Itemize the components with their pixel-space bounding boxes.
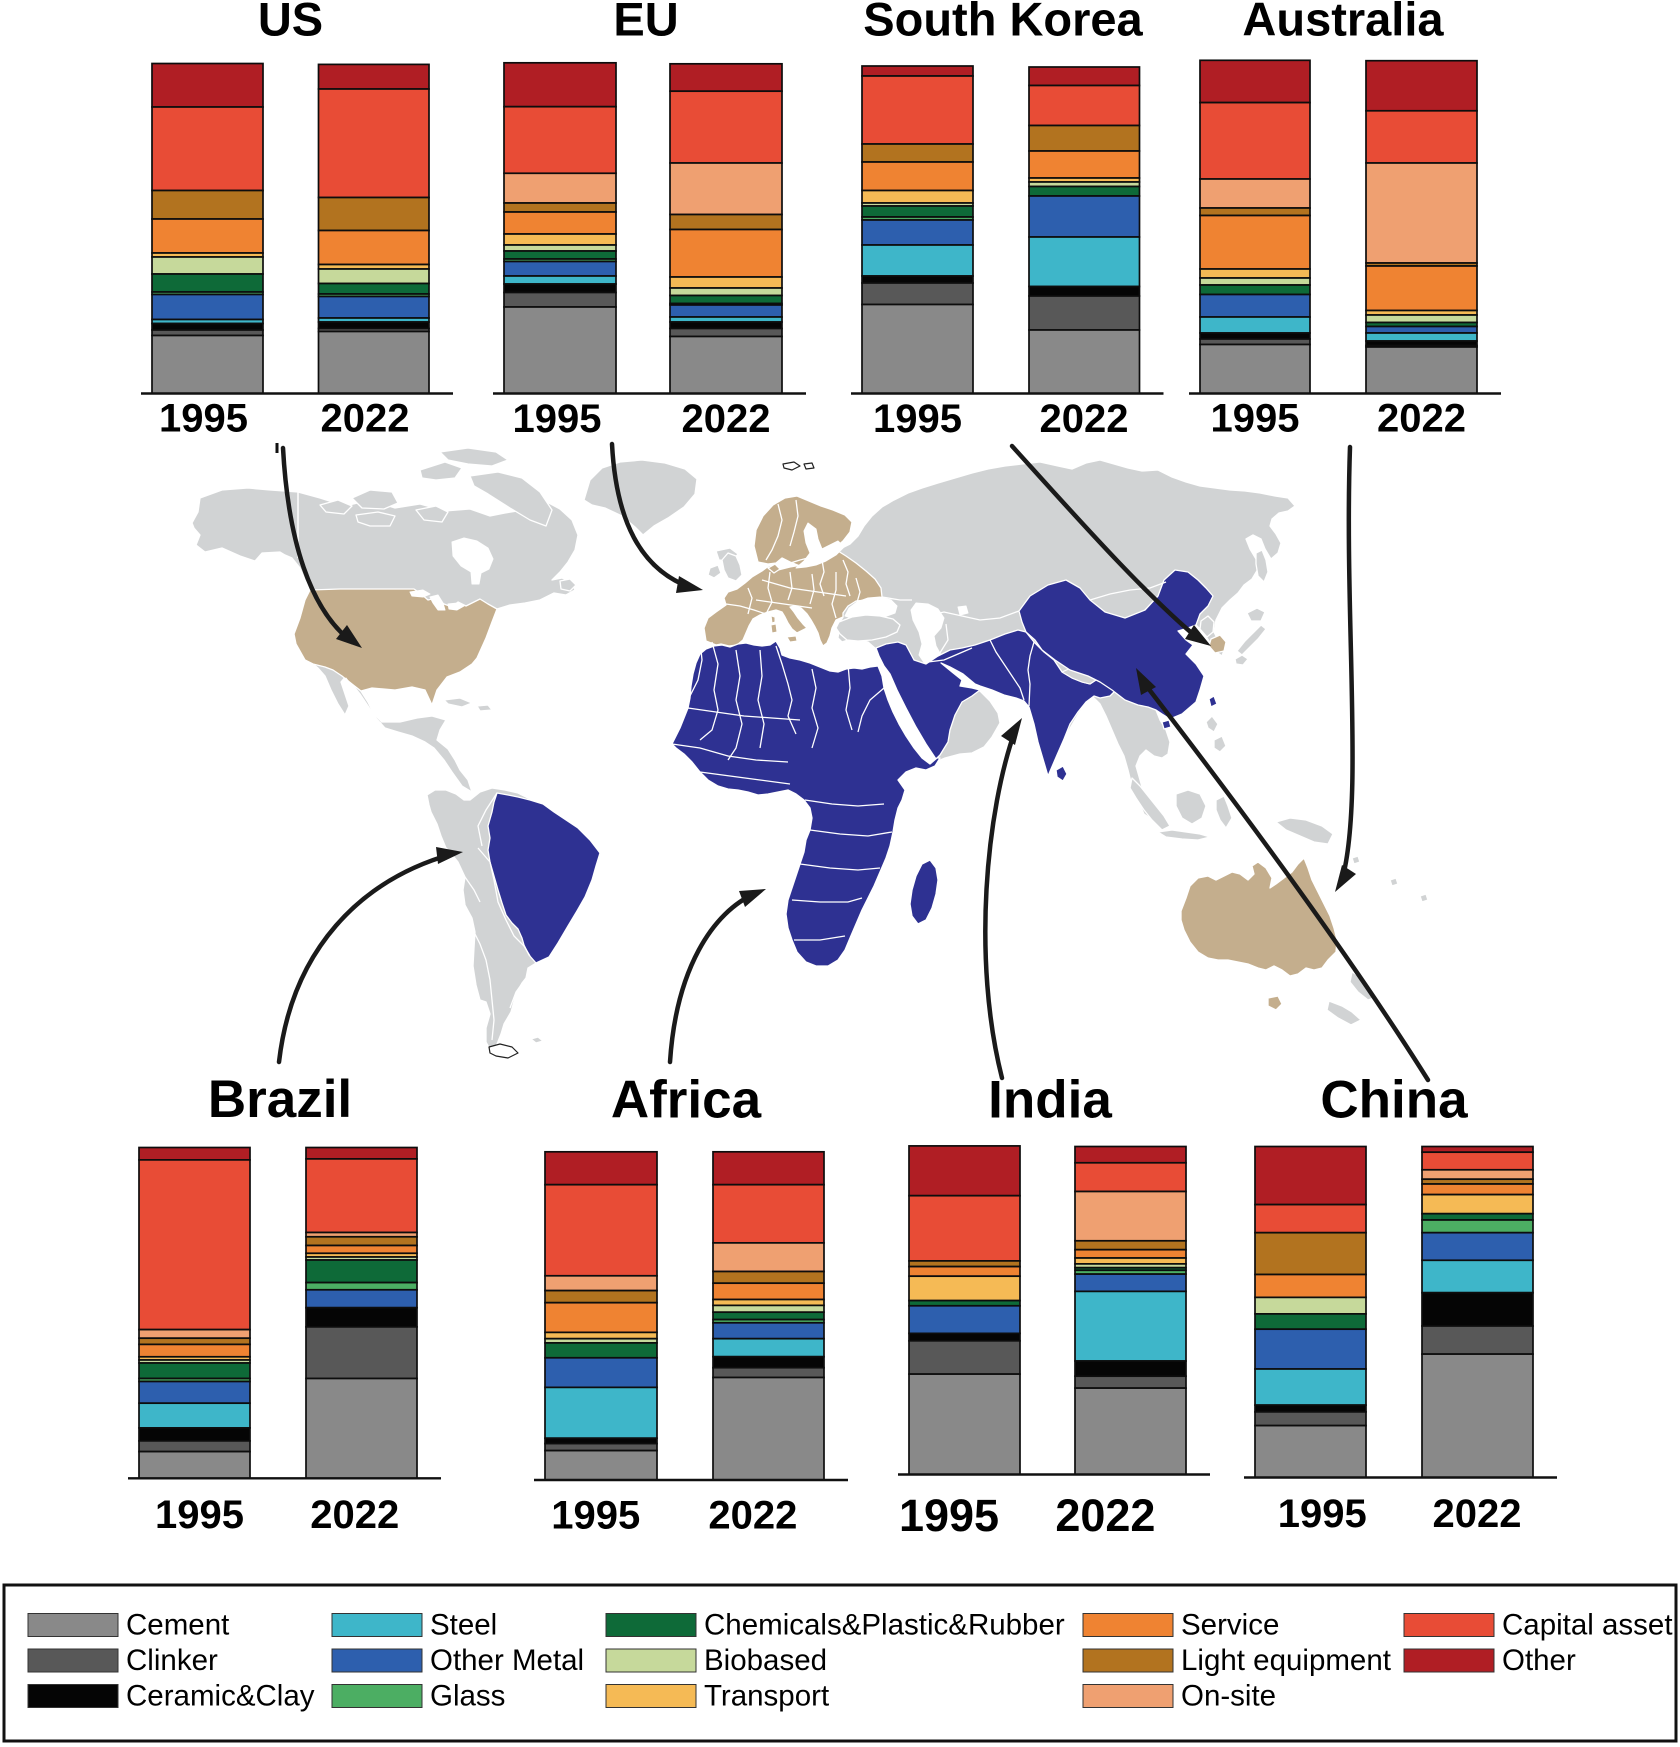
svg-text:2022: 2022 xyxy=(682,397,771,441)
svg-text:Africa: Africa xyxy=(611,1071,762,1130)
svg-text:Biobased: Biobased xyxy=(704,1644,827,1677)
svg-text:Other Metal: Other Metal xyxy=(430,1644,584,1677)
svg-text:Other: Other xyxy=(1502,1644,1576,1677)
svg-text:Clinker: Clinker xyxy=(126,1644,218,1677)
svg-text:Transport: Transport xyxy=(704,1680,829,1713)
svg-text:Brazil: Brazil xyxy=(208,1070,352,1129)
svg-text:2022: 2022 xyxy=(321,397,410,441)
svg-text:China: China xyxy=(1320,1071,1468,1130)
svg-text:1995: 1995 xyxy=(551,1494,640,1538)
svg-text:2022: 2022 xyxy=(310,1493,399,1537)
svg-text:Cement: Cement xyxy=(126,1609,229,1642)
svg-text:EU: EU xyxy=(613,0,678,46)
svg-text:Australia: Australia xyxy=(1242,0,1444,46)
svg-text:South Korea: South Korea xyxy=(863,0,1143,46)
svg-text:1995: 1995 xyxy=(873,397,962,441)
svg-text:Ceramic&Clay: Ceramic&Clay xyxy=(126,1680,315,1713)
svg-text:1995: 1995 xyxy=(159,397,248,441)
svg-text:2022: 2022 xyxy=(1377,397,1466,441)
svg-text:2022: 2022 xyxy=(1040,397,1129,441)
svg-text:US: US xyxy=(258,0,323,46)
svg-text:Chemicals&Plastic&Rubber: Chemicals&Plastic&Rubber xyxy=(704,1609,1065,1642)
svg-text:1995: 1995 xyxy=(1211,397,1300,441)
svg-text:2022: 2022 xyxy=(1433,1492,1522,1536)
svg-text:2022: 2022 xyxy=(708,1494,797,1538)
svg-text:Capital asset: Capital asset xyxy=(1502,1609,1673,1642)
svg-text:India: India xyxy=(988,1071,1112,1130)
svg-text:1995: 1995 xyxy=(513,397,602,441)
svg-text:Glass: Glass xyxy=(430,1680,505,1713)
svg-text:Steel: Steel xyxy=(430,1609,497,1642)
svg-text:On-site: On-site xyxy=(1181,1680,1276,1713)
svg-text:Service: Service xyxy=(1181,1609,1279,1642)
svg-text:1995: 1995 xyxy=(899,1490,999,1541)
svg-text:1995: 1995 xyxy=(1278,1492,1367,1536)
svg-text:Light equipment: Light equipment xyxy=(1181,1644,1391,1677)
svg-text:2022: 2022 xyxy=(1055,1490,1155,1541)
svg-text:1995: 1995 xyxy=(155,1493,244,1537)
